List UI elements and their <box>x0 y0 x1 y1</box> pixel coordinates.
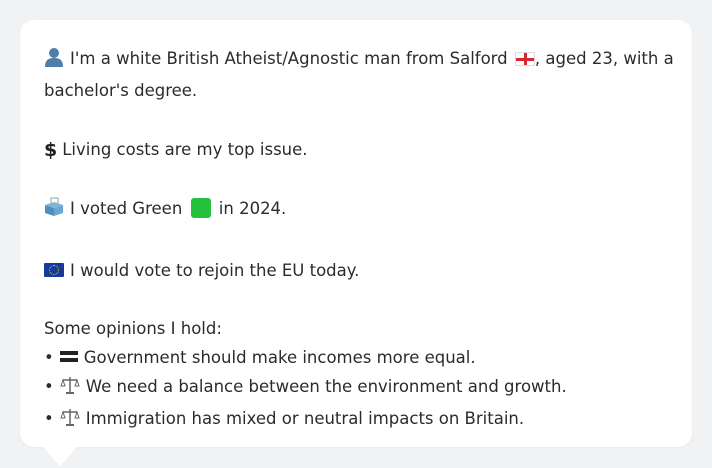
balance-scale-icon <box>60 407 80 436</box>
ballot-box-icon <box>44 197 64 226</box>
opinion-text: Immigration has mixed or neutral impacts… <box>85 409 525 428</box>
bullet-icon: • <box>44 348 54 367</box>
opinion-text: We need a balance between the environmen… <box>85 377 567 396</box>
person-silhouette-icon <box>44 47 64 76</box>
identity-line-2: bachelor's degree. <box>44 81 198 100</box>
opinion-item: • Government should make incomes more equ… <box>44 343 668 372</box>
opinion-item: • Immigration has mixed or neutral impac… <box>44 404 668 436</box>
identity-line: I'm a white British Atheist/Agnostic man… <box>44 44 674 76</box>
eu-text: I would vote to rejoin the EU today. <box>70 260 360 280</box>
eu-flag-icon <box>44 262 64 277</box>
identity-text: I'm a white British Atheist/Agnostic man… <box>70 49 508 68</box>
issue-line: $ Living costs are my top issue. <box>44 135 668 165</box>
bullet-icon: • <box>44 377 54 396</box>
vote-line: I voted Green in 2024. <box>44 194 668 226</box>
opinion-text: Government should make incomes more equa… <box>83 348 476 367</box>
speech-bubble-tail <box>42 446 78 466</box>
vote-text-before: I voted Green <box>70 199 183 218</box>
issue-text: Living costs are my top issue. <box>62 139 308 159</box>
vote-text-after: in 2024. <box>218 199 287 218</box>
balance-scale-icon <box>60 375 80 404</box>
bullet-icon: • <box>44 409 54 428</box>
opinion-item: • We need a balance between the environm… <box>44 372 668 404</box>
profile-card: I'm a white British Atheist/Agnostic man… <box>20 20 692 447</box>
opinions-heading: Some opinions I hold: <box>44 319 222 338</box>
eu-line: I would vote to rejoin the EU today. <box>44 256 668 285</box>
identity-suffix: , aged 23, with a <box>534 49 674 68</box>
equals-icon <box>59 351 78 363</box>
dollar-sign-icon: $ <box>44 138 58 161</box>
england-flag-icon <box>514 52 535 66</box>
green-square-icon <box>190 198 211 218</box>
